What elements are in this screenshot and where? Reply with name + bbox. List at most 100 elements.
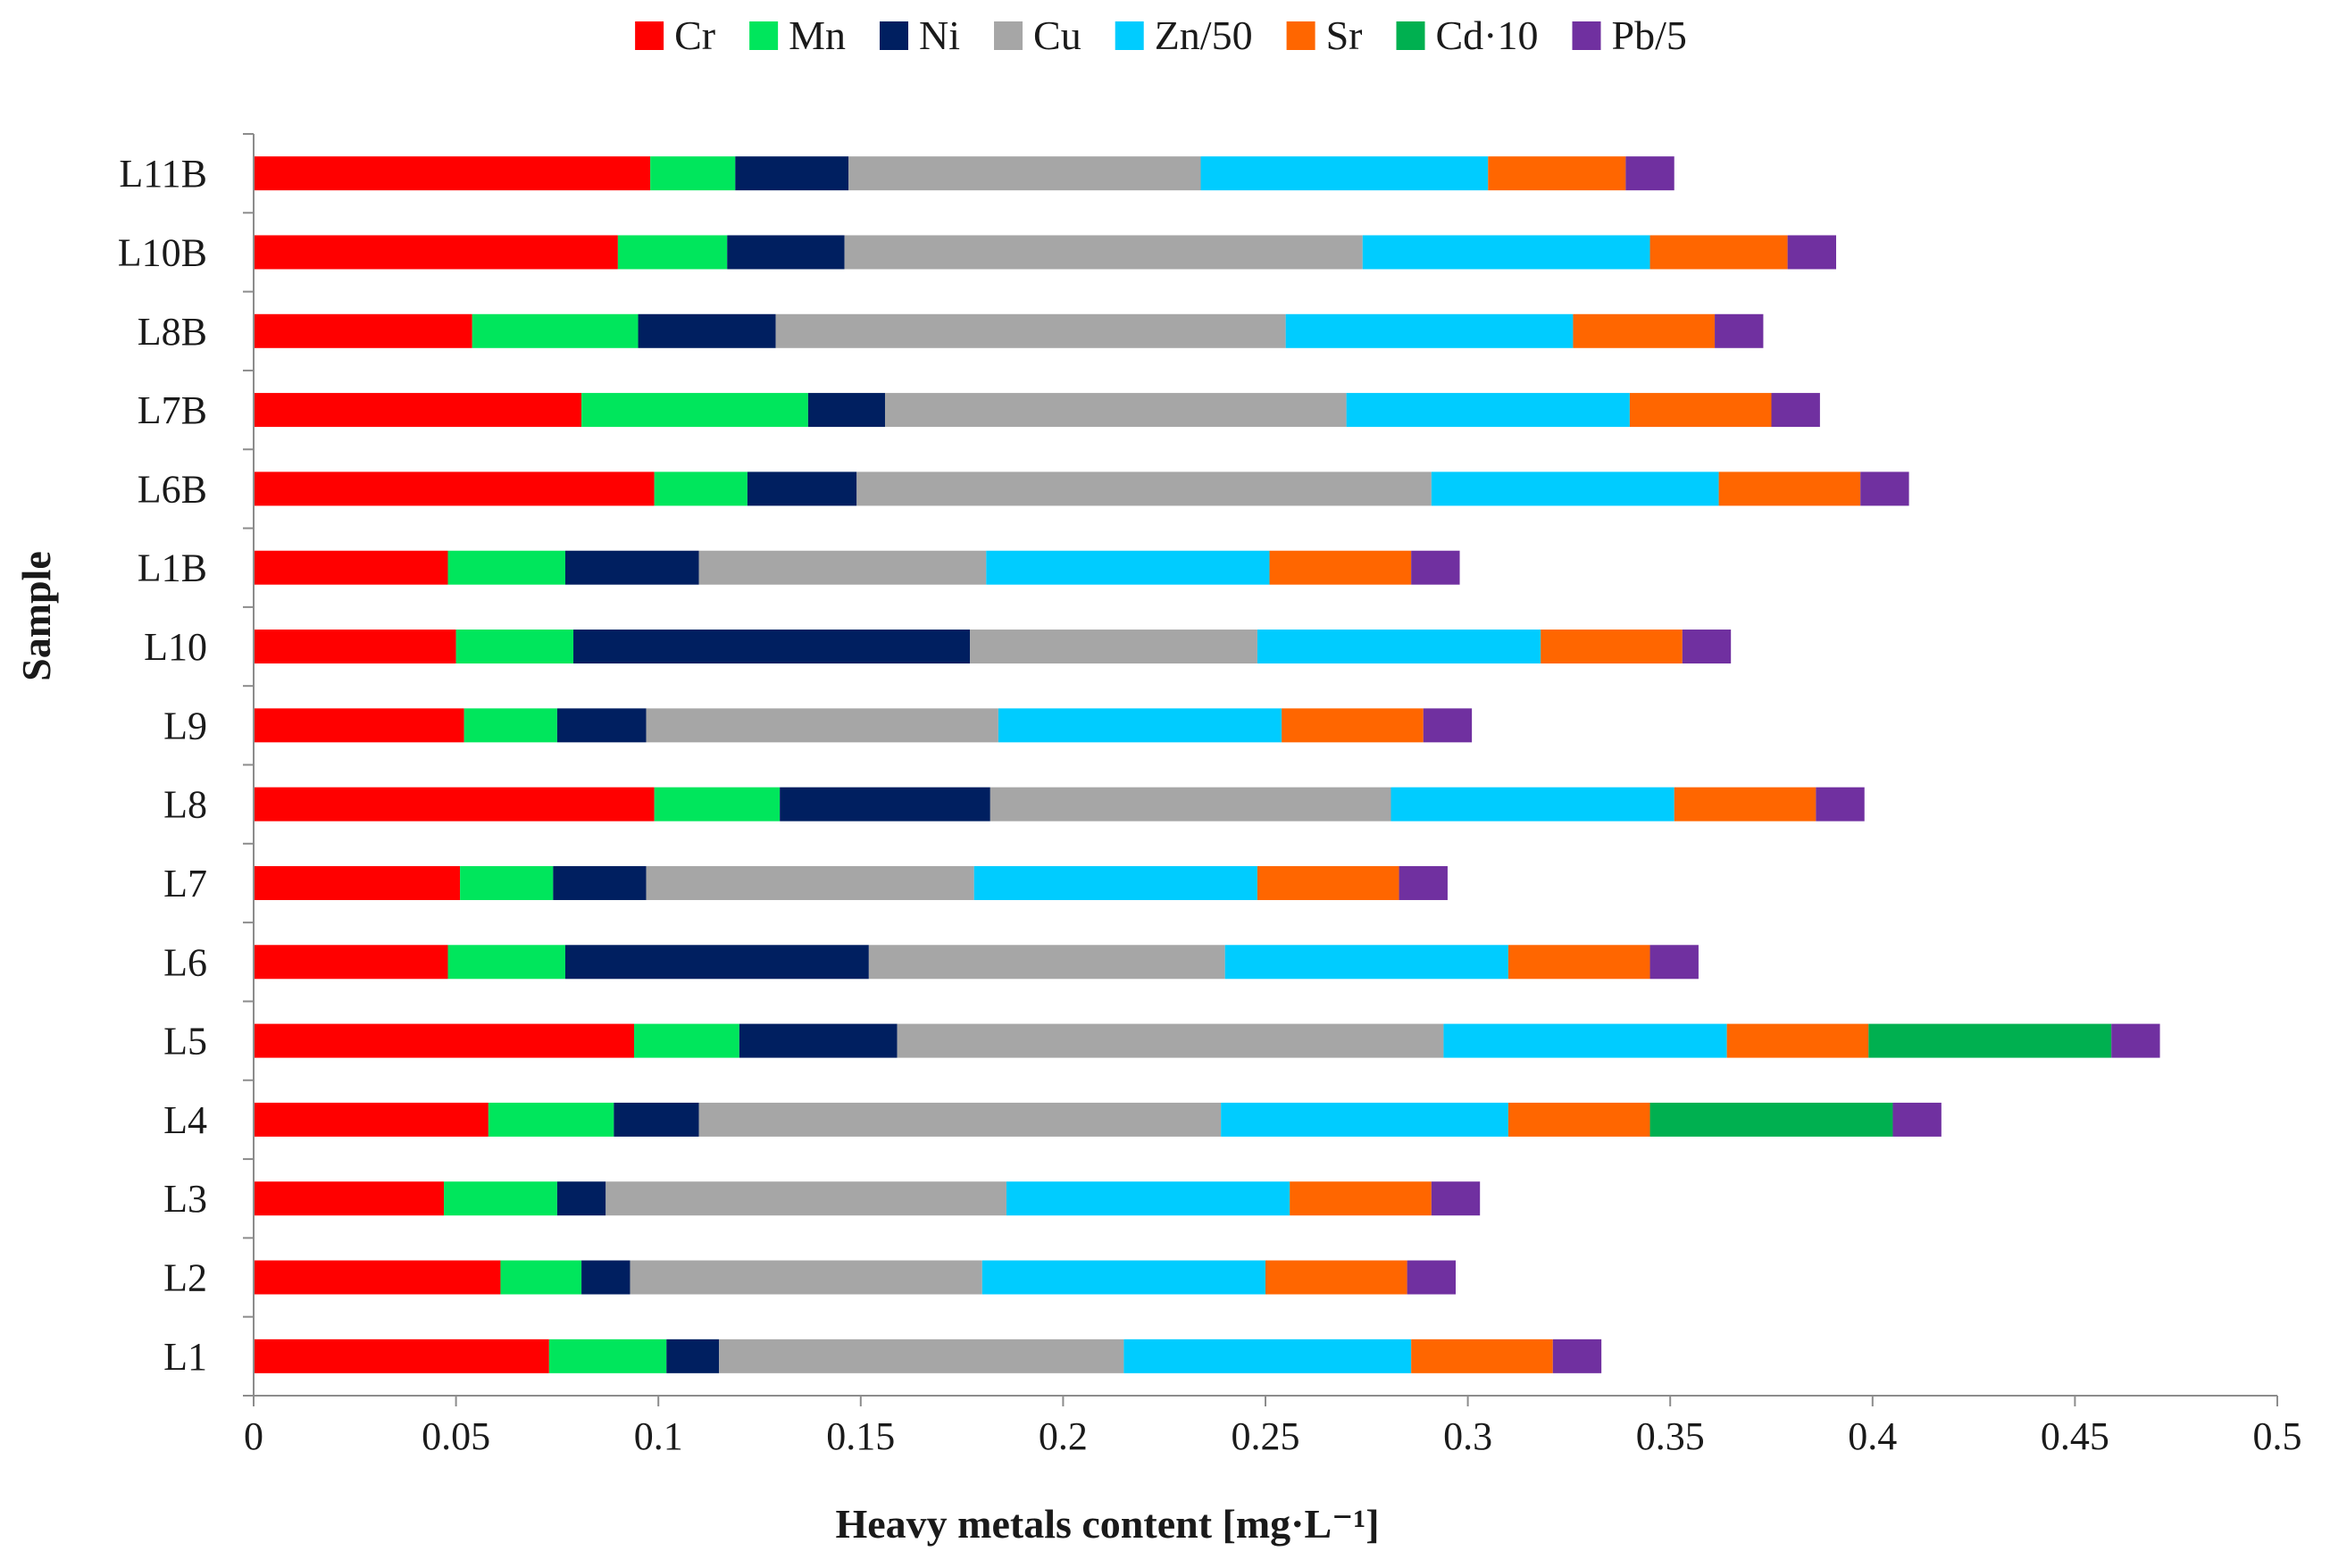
bar-l1b-ni bbox=[564, 550, 699, 585]
bar-l8-zn-50 bbox=[1390, 787, 1674, 822]
legend-label-zn-50: Zn/50 bbox=[1155, 13, 1253, 58]
bar-l6-cr bbox=[254, 945, 448, 980]
bar-l6b-cu bbox=[856, 471, 1432, 506]
bar-l9-zn-50 bbox=[998, 708, 1282, 743]
bar-l7b-sr bbox=[1629, 393, 1772, 428]
y-tick-label-l7b: L7B bbox=[138, 388, 207, 432]
y-axis-title: Sample bbox=[13, 551, 59, 681]
bar-l7b-mn bbox=[581, 393, 808, 428]
y-tick-label-l8b: L8B bbox=[138, 310, 207, 354]
bar-l6b-ni bbox=[747, 471, 857, 506]
y-tick-label-l1b: L1B bbox=[138, 546, 207, 590]
bar-l11b-ni bbox=[735, 156, 849, 191]
bar-l7-cu bbox=[646, 865, 974, 900]
bar-l5-ni bbox=[739, 1023, 898, 1058]
bar-l3-pb-5 bbox=[1431, 1181, 1481, 1216]
bar-l10b-mn bbox=[617, 235, 728, 270]
bar-l6b-sr bbox=[1718, 471, 1861, 506]
x-tick-label: 0 bbox=[244, 1414, 263, 1458]
legend-label-cd-10: Cd·10 bbox=[1436, 13, 1539, 58]
bar-l10-ni bbox=[573, 630, 971, 664]
bars bbox=[254, 156, 2160, 1373]
bar-l8-sr bbox=[1674, 787, 1816, 822]
y-tick-label-l9: L9 bbox=[163, 704, 207, 747]
bar-l10-sr bbox=[1541, 630, 1683, 664]
bar-l6-pb-5 bbox=[1649, 945, 1699, 980]
bar-l9-pb-5 bbox=[1423, 708, 1473, 743]
bar-l8b-zn-50 bbox=[1285, 313, 1574, 348]
x-tick-label: 0.35 bbox=[1636, 1414, 1705, 1458]
bar-l6-cu bbox=[868, 945, 1225, 980]
bar-l11b-zn-50 bbox=[1200, 156, 1489, 191]
bar-l7b-ni bbox=[807, 393, 885, 428]
bar-l7-mn bbox=[460, 865, 554, 900]
bar-l1b-mn bbox=[447, 550, 565, 585]
bar-l6-zn-50 bbox=[1224, 945, 1508, 980]
x-tick-label: 0.5 bbox=[2253, 1414, 2302, 1458]
bar-l2-mn bbox=[500, 1260, 582, 1295]
bar-l5-pb-5 bbox=[2111, 1023, 2160, 1058]
bar-l7b-zn-50 bbox=[1346, 393, 1630, 428]
y-axis: L1 L2 L3 L4 L5 L6 L7 L8 L9 L10 L1B L6B L7B L8B L10B L11… bbox=[118, 133, 255, 1397]
y-tick-label-l7: L7 bbox=[163, 862, 207, 905]
y-tick-label-l8: L8 bbox=[163, 783, 207, 827]
y-tick-label-l6: L6 bbox=[163, 940, 207, 984]
y-tick-label-l5: L5 bbox=[163, 1020, 207, 1063]
bar-l6b-cr bbox=[254, 471, 655, 506]
bar-l6-sr bbox=[1507, 945, 1650, 980]
bar-l3-mn bbox=[444, 1181, 557, 1216]
bar-l7b-cr bbox=[254, 393, 582, 428]
bar-l8-cr bbox=[254, 787, 655, 822]
bar-l5-cu bbox=[897, 1023, 1444, 1058]
bar-l4-zn-50 bbox=[1221, 1102, 1508, 1137]
bar-l10-zn-50 bbox=[1257, 630, 1541, 664]
x-tick-label: 0.1 bbox=[634, 1414, 683, 1458]
legend-swatch-cu bbox=[994, 21, 1023, 50]
x-tick-label: 0.15 bbox=[826, 1414, 895, 1458]
legend-swatch-cr bbox=[635, 21, 664, 50]
bar-l8b-mn bbox=[472, 313, 639, 348]
x-tick-label: 0.45 bbox=[2041, 1414, 2109, 1458]
bar-l2-ni bbox=[581, 1260, 631, 1295]
bar-l9-cu bbox=[646, 708, 998, 743]
bar-l10b-zn-50 bbox=[1362, 235, 1650, 270]
bar-l1b-cr bbox=[254, 550, 448, 585]
bar-l8-ni bbox=[780, 787, 990, 822]
bar-l8b-cr bbox=[254, 313, 472, 348]
bar-l8-cu bbox=[990, 787, 1391, 822]
bar-l8b-cu bbox=[775, 313, 1286, 348]
bar-l4-pb-5 bbox=[1892, 1102, 1942, 1137]
bar-l6-ni bbox=[564, 945, 869, 980]
bar-l6b-zn-50 bbox=[1431, 471, 1719, 506]
bar-l1b-sr bbox=[1269, 550, 1412, 585]
y-tick-label-l11b: L11B bbox=[119, 152, 207, 196]
bar-l1b-zn-50 bbox=[986, 550, 1270, 585]
x-axis: 0 0.05 0.1 0.15 0.2 0.25 0.3 0.35 0.4 0.45 0.5 bbox=[244, 1395, 2302, 1458]
bar-l3-ni bbox=[556, 1181, 606, 1216]
bar-l1-sr bbox=[1411, 1339, 1553, 1373]
bar-l1-cu bbox=[719, 1339, 1124, 1373]
x-tick-label: 0.25 bbox=[1232, 1414, 1300, 1458]
bar-l2-cu bbox=[630, 1260, 982, 1295]
bar-l5-cd-10 bbox=[1868, 1023, 2112, 1058]
bar-l2-sr bbox=[1265, 1260, 1407, 1295]
legend-swatch-pb-5 bbox=[1572, 21, 1601, 50]
bar-l7-zn-50 bbox=[973, 865, 1257, 900]
x-tick-label: 0.05 bbox=[422, 1414, 490, 1458]
bar-l9-sr bbox=[1282, 708, 1424, 743]
bar-l9-ni bbox=[556, 708, 647, 743]
bar-l7-cr bbox=[254, 865, 461, 900]
legend-swatch-sr bbox=[1286, 21, 1315, 50]
bar-l9-cr bbox=[254, 708, 464, 743]
bar-l10b-pb-5 bbox=[1787, 235, 1837, 270]
legend-swatch-cd-10 bbox=[1396, 21, 1425, 50]
bar-l8b-sr bbox=[1573, 313, 1716, 348]
y-tick-label-l10b: L10B bbox=[118, 230, 207, 274]
bar-l6-mn bbox=[447, 945, 565, 980]
bar-l1b-cu bbox=[698, 550, 987, 585]
bar-l10-pb-5 bbox=[1682, 630, 1732, 664]
legend-label-pb-5: Pb/5 bbox=[1612, 13, 1687, 58]
bar-l8-mn bbox=[654, 787, 781, 822]
bar-l11b-mn bbox=[650, 156, 736, 191]
bar-l11b-cu bbox=[848, 156, 1201, 191]
